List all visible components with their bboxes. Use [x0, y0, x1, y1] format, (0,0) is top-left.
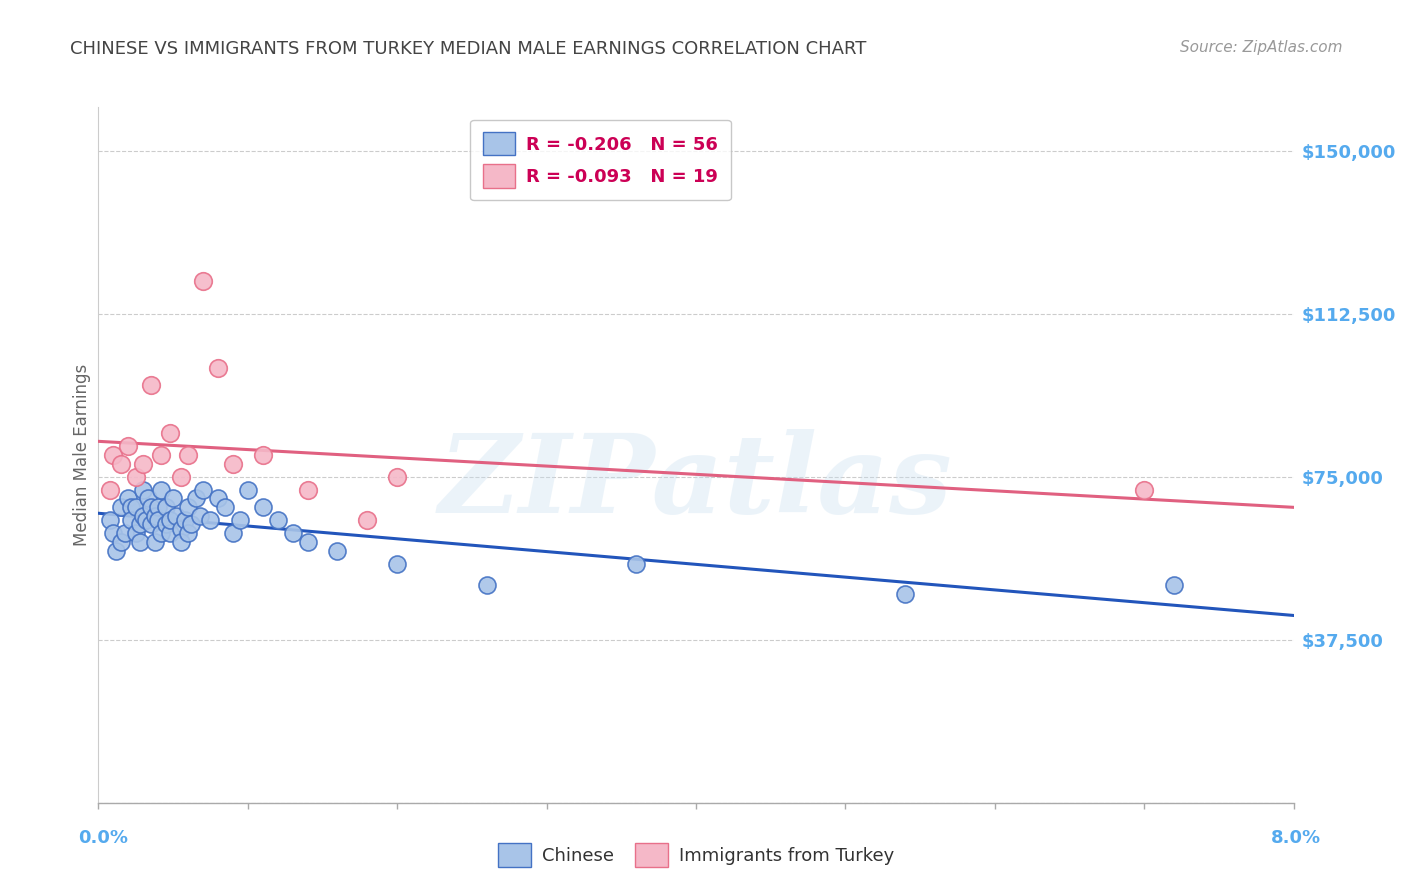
- Point: [222, 457, 245, 471]
- Point: [98, 513, 122, 527]
- Point: [180, 517, 202, 532]
- Legend: Chinese, Immigrants from Turkey: Chinese, Immigrants from Turkey: [491, 836, 901, 874]
- Point: [103, 448, 125, 462]
- Point: [135, 513, 157, 527]
- Point: [132, 508, 155, 523]
- Point: [281, 526, 304, 541]
- Point: [177, 500, 200, 514]
- Point: [191, 483, 214, 497]
- Point: [105, 543, 128, 558]
- Point: [214, 500, 236, 514]
- Point: [252, 500, 274, 514]
- Point: [1163, 578, 1185, 592]
- Point: [252, 448, 274, 462]
- Point: [162, 491, 184, 506]
- Point: [98, 483, 122, 497]
- Point: [385, 557, 409, 571]
- Point: [117, 439, 139, 453]
- Point: [385, 469, 409, 483]
- Point: [150, 483, 173, 497]
- Point: [236, 483, 259, 497]
- Point: [125, 469, 148, 483]
- Point: [207, 361, 229, 376]
- Point: [177, 448, 200, 462]
- Point: [177, 526, 200, 541]
- Point: [120, 513, 142, 527]
- Text: CHINESE VS IMMIGRANTS FROM TURKEY MEDIAN MALE EARNINGS CORRELATION CHART: CHINESE VS IMMIGRANTS FROM TURKEY MEDIAN…: [70, 40, 866, 58]
- Text: 0.0%: 0.0%: [77, 829, 128, 847]
- Point: [326, 543, 349, 558]
- Point: [120, 500, 142, 514]
- Point: [188, 508, 211, 523]
- Point: [159, 513, 181, 527]
- Point: [148, 500, 170, 514]
- Point: [297, 535, 319, 549]
- Point: [222, 526, 245, 541]
- Point: [475, 578, 498, 592]
- Point: [155, 500, 177, 514]
- Point: [207, 491, 229, 506]
- Point: [129, 517, 152, 532]
- Point: [200, 513, 222, 527]
- Text: ZIPatlas: ZIPatlas: [439, 429, 953, 536]
- Point: [169, 535, 191, 549]
- Point: [150, 448, 173, 462]
- Point: [297, 483, 319, 497]
- Point: [125, 526, 148, 541]
- Point: [143, 508, 166, 523]
- Y-axis label: Median Male Earnings: Median Male Earnings: [73, 364, 91, 546]
- Text: 8.0%: 8.0%: [1271, 829, 1322, 847]
- Point: [267, 513, 290, 527]
- Point: [129, 535, 152, 549]
- Point: [125, 500, 148, 514]
- Point: [103, 526, 125, 541]
- Point: [356, 513, 378, 527]
- Point: [148, 513, 170, 527]
- Text: Source: ZipAtlas.com: Source: ZipAtlas.com: [1180, 40, 1343, 55]
- Point: [136, 491, 159, 506]
- Point: [169, 522, 191, 536]
- Point: [624, 557, 647, 571]
- Point: [143, 535, 166, 549]
- Point: [169, 469, 191, 483]
- Point: [159, 426, 181, 441]
- Point: [159, 526, 181, 541]
- Point: [1133, 483, 1156, 497]
- Point: [139, 500, 162, 514]
- Point: [139, 378, 162, 392]
- Point: [155, 517, 177, 532]
- Point: [110, 535, 132, 549]
- Point: [229, 513, 252, 527]
- Point: [174, 513, 197, 527]
- Point: [184, 491, 207, 506]
- Point: [117, 491, 139, 506]
- Point: [139, 517, 162, 532]
- Point: [894, 587, 917, 601]
- Point: [191, 274, 214, 288]
- Point: [150, 526, 173, 541]
- Point: [110, 500, 132, 514]
- Point: [132, 457, 155, 471]
- Point: [110, 457, 132, 471]
- Point: [132, 483, 155, 497]
- Point: [114, 526, 136, 541]
- Point: [165, 508, 187, 523]
